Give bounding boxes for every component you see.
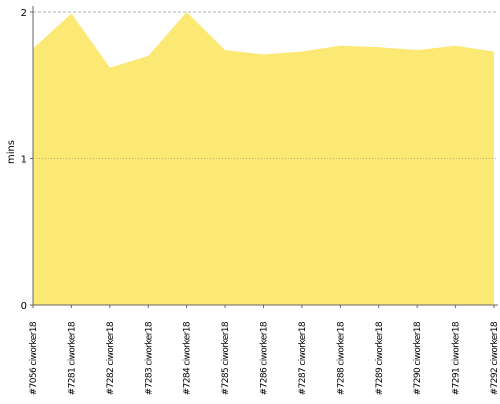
x-tick-label: #7283 ciworker18: [144, 321, 154, 395]
y-tick-label: 2: [21, 8, 27, 19]
x-tick-label: #7288 ciworker18: [336, 321, 346, 395]
x-tick-label: #7281 ciworker18: [67, 321, 77, 395]
x-tick-label: #7291 ciworker18: [452, 321, 462, 395]
x-tick-label: #7285 ciworker18: [221, 321, 231, 395]
area: [33, 12, 494, 305]
x-tick-label: #7287 ciworker18: [298, 321, 308, 395]
x-tick-label: #7282 ciworker18: [106, 321, 116, 395]
x-tick-label: #7289 ciworker18: [375, 321, 385, 395]
x-tick-label: #7292 ciworker18: [490, 321, 500, 395]
y-tick-label: 0: [21, 301, 27, 312]
x-tick-label: #7290 ciworker18: [413, 321, 423, 395]
x-tick-label: #7284 ciworker18: [183, 321, 193, 395]
x-tick-label: #7056 ciworker18: [29, 321, 39, 395]
y-axis-label: mins: [6, 140, 17, 164]
y-tick-label: 1: [21, 155, 27, 166]
x-tick-label: #7286 ciworker18: [260, 321, 270, 395]
